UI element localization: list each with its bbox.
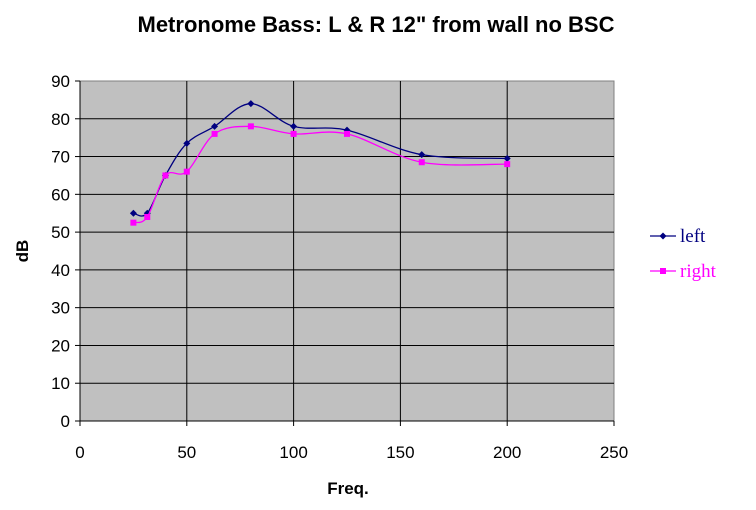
data-point-right (144, 214, 151, 220)
x-tick-label: 0 (75, 443, 84, 462)
legend-label: right (680, 261, 717, 282)
data-point-left (183, 139, 191, 147)
legend-item-right: right (650, 261, 717, 282)
data-point-right (162, 172, 169, 179)
y-tick-label: 20 (51, 336, 70, 355)
data-point-left (290, 122, 298, 130)
y-tick-label: 70 (51, 148, 70, 167)
y-tick-label: 10 (51, 374, 70, 393)
y-tick-label: 80 (51, 110, 70, 129)
data-point-left (211, 122, 219, 130)
data-point-right (211, 130, 218, 137)
data-point-left (503, 154, 511, 162)
axes (75, 80, 615, 426)
legend-marker (660, 268, 666, 274)
series-line-right (133, 125, 508, 224)
legend-label: left (680, 226, 706, 247)
y-tick-label: 60 (51, 185, 70, 204)
data-point-right (247, 123, 254, 130)
y-tick-label: 90 (51, 72, 70, 91)
data-point-left (247, 100, 255, 108)
plot-area (79, 80, 615, 422)
x-tick-label: 200 (493, 443, 521, 462)
y-tick-label: 40 (51, 261, 70, 280)
x-tick-label: 150 (386, 443, 414, 462)
legend-marker (659, 232, 667, 240)
y-axis-title: dB (13, 240, 32, 263)
data-point-right (290, 130, 297, 137)
data-point-right (504, 161, 511, 168)
x-tick-label: 250 (600, 443, 628, 462)
gridlines (80, 81, 614, 421)
data-point-left (418, 151, 426, 159)
data-point-right (183, 168, 190, 175)
series-group (129, 100, 511, 226)
y-tick-labels: 0 10 20 30 40 50 60 70 80 90 (51, 72, 70, 431)
legend-item-left: left (650, 226, 706, 247)
chart-title: Metronome Bass: L & R 12" from wall no B… (138, 12, 615, 37)
x-tick-label: 50 (177, 443, 196, 462)
data-point-right (344, 130, 350, 137)
x-tick-label: 100 (279, 443, 307, 462)
legend: left right (650, 226, 717, 282)
data-point-right (418, 159, 425, 166)
x-axis-title: Freq. (327, 479, 369, 498)
y-tick-label: 50 (51, 223, 70, 242)
series-right (130, 123, 511, 226)
data-point-left (129, 209, 137, 217)
y-tick-label: 0 (61, 412, 70, 431)
y-tick-label: 30 (51, 299, 70, 318)
data-point-right (130, 219, 137, 226)
x-tick-labels: 0 50 100 150 200 250 (75, 443, 628, 462)
